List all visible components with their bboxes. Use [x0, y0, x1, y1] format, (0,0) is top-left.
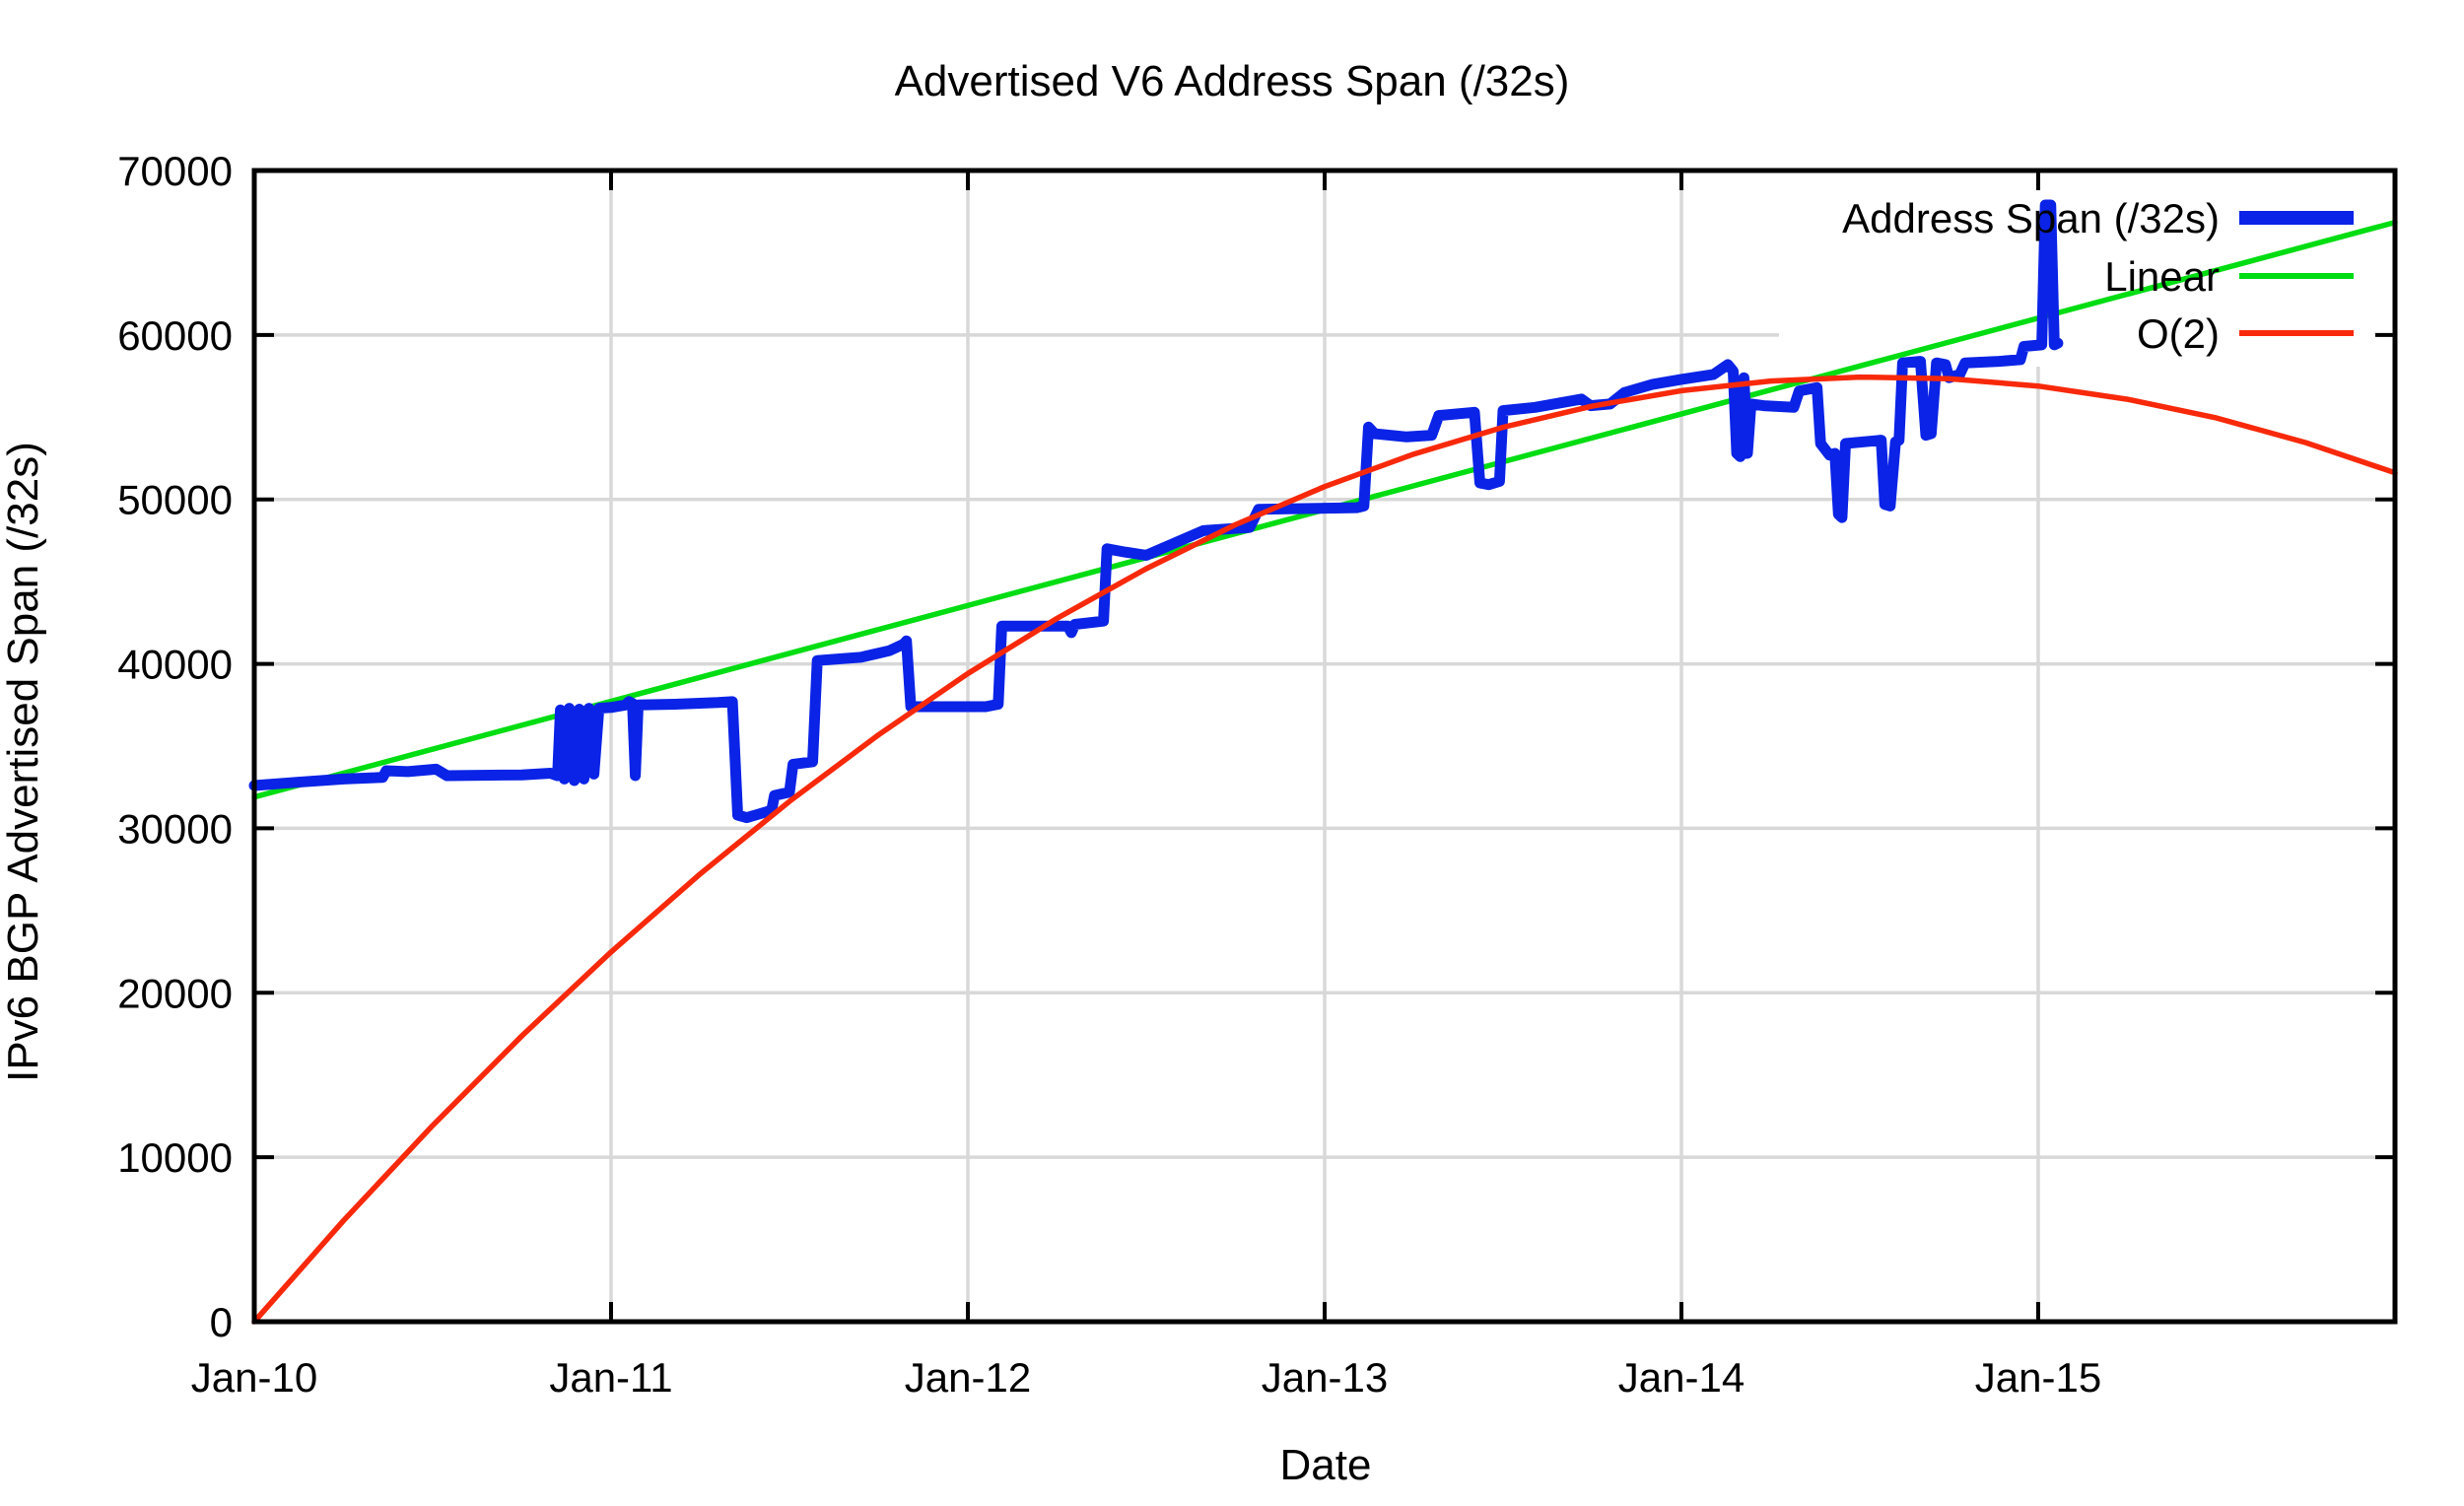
y-tick-label-0: 0: [210, 1299, 233, 1345]
series-o-2-: [251, 374, 2398, 1325]
y-tick-label-10000: 10000: [117, 1134, 233, 1181]
y-tick-label-50000: 50000: [117, 477, 233, 523]
y-tick-label-30000: 30000: [117, 805, 233, 852]
x-tick-label-Jan-13: Jan-13: [1262, 1354, 1388, 1401]
x-tick-label-Jan-14: Jan-14: [1618, 1354, 1745, 1401]
y-tick-label-20000: 20000: [117, 970, 233, 1016]
y-tick-label-60000: 60000: [117, 312, 233, 359]
y-tick-label-40000: 40000: [117, 642, 233, 688]
legend-label-0: Address Span (/32s): [1842, 195, 2220, 241]
chart-title: Advertised V6 Address Span (/32s): [894, 57, 1570, 105]
x-tick-label-Jan-12: Jan-12: [905, 1354, 1031, 1401]
legend-label-1: Linear: [2104, 253, 2220, 300]
y-tick-label-70000: 70000: [117, 148, 233, 194]
x-tick-label-Jan-15: Jan-15: [1975, 1354, 2101, 1401]
legend-label-2: O(2): [2137, 310, 2220, 357]
y-axis-title: IPv6 BGP Advertised Span (/32s): [0, 442, 47, 1082]
x-tick-label-Jan-10: Jan-10: [191, 1354, 317, 1401]
series-address-span-32s-: [248, 199, 2064, 824]
x-tick-label-Jan-11: Jan-11: [549, 1354, 672, 1401]
x-axis-title: Date: [1279, 1441, 1372, 1489]
